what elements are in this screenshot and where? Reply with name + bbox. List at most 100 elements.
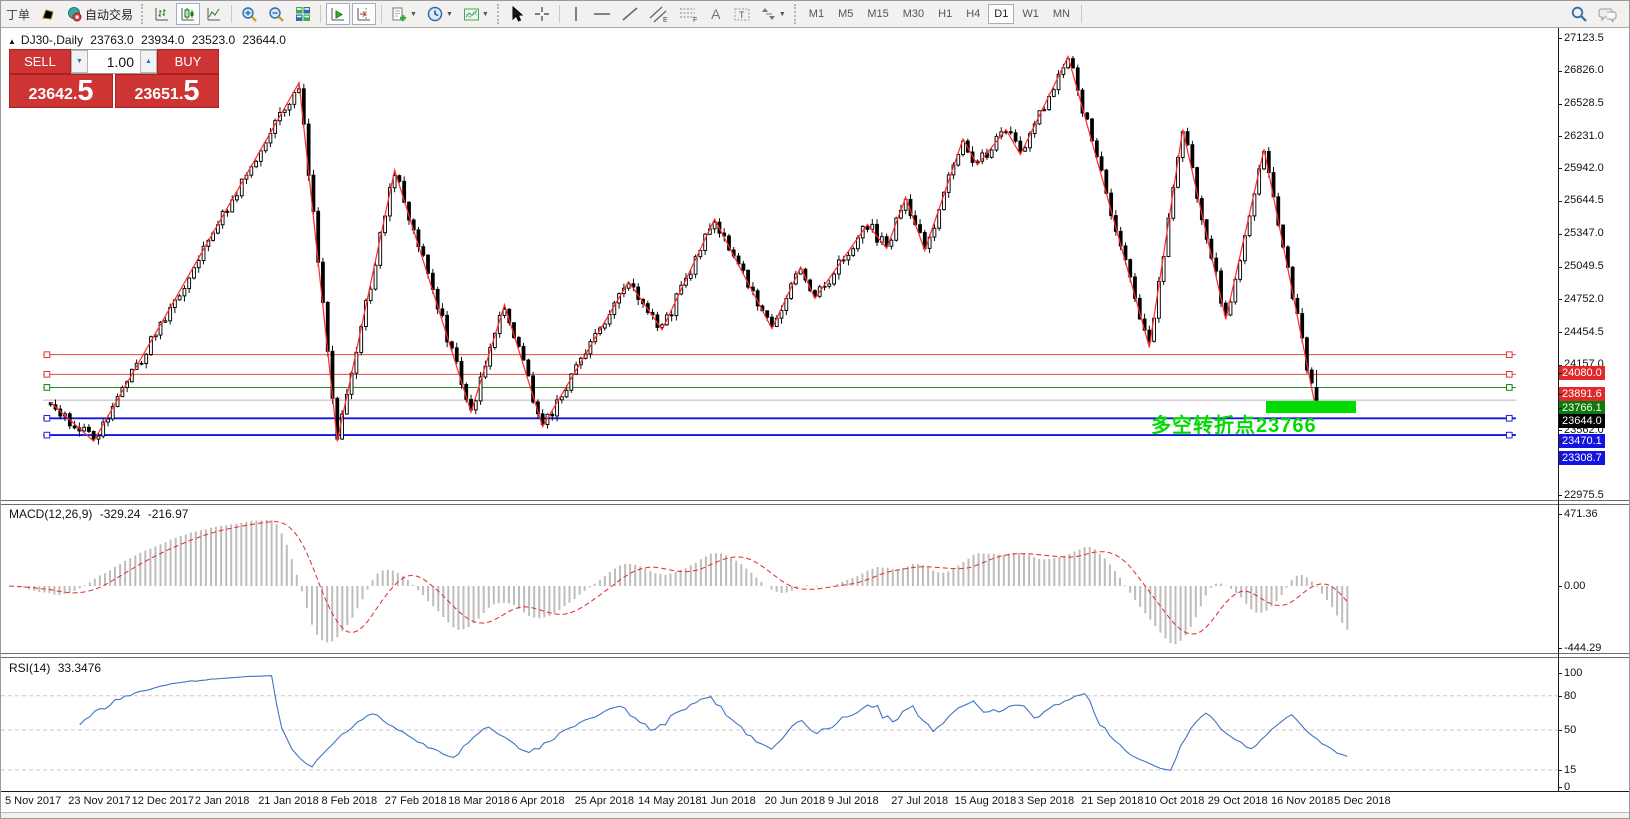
chart-shift-icon <box>357 8 371 21</box>
timeframe-H4[interactable]: H4 <box>966 8 981 20</box>
sell-button[interactable]: SELL <box>9 49 71 74</box>
sell-price-button[interactable]: 23642. 5 <box>9 74 113 108</box>
chat-button[interactable] <box>1594 3 1622 25</box>
autotrading-label: 自动交易 <box>85 7 134 22</box>
autotrading-icon <box>68 7 82 22</box>
date-tick-label: 10 Oct 2018 <box>1144 795 1205 807</box>
ohlc-open: 23763.0 <box>90 33 134 47</box>
timeframe-H1[interactable]: H1 <box>938 8 953 20</box>
volume-increase-button[interactable]: ▲ <box>140 50 157 73</box>
fibonacci-tool[interactable]: F <box>675 3 703 25</box>
timeframe-bar: M1 M5 M15 M30 H1 H4 D1 W1 MN <box>802 4 1077 24</box>
search-button[interactable] <box>1566 3 1592 25</box>
date-tick-label: 1 Jun 2018 <box>701 795 756 807</box>
panel-splitter[interactable] <box>1 500 1629 505</box>
axis-tick-mark <box>1558 136 1562 138</box>
periods-button[interactable]: ▼ <box>423 3 457 25</box>
timeframe-D1[interactable]: D1 <box>988 4 1015 24</box>
axis-tick-mark <box>1558 103 1562 105</box>
search-icon <box>1571 6 1587 22</box>
volume-value[interactable]: 1.00 <box>106 53 134 70</box>
trendline-tool[interactable] <box>617 3 643 25</box>
auto-scroll-button[interactable] <box>326 3 351 25</box>
macd-chart[interactable] <box>1 505 1558 653</box>
arrows-tool[interactable]: ▼ <box>757 3 790 25</box>
date-tick-label: 5 Dec 2018 <box>1334 795 1391 807</box>
arrows-icon <box>761 8 775 20</box>
buy-price-big: 5 <box>183 75 200 107</box>
level-price-label: 23891.6 <box>1559 387 1605 402</box>
axis-tick-label: 50 <box>1564 723 1577 736</box>
sell-price-main: 23642 <box>28 86 73 103</box>
axis-tick-mark <box>1558 168 1562 170</box>
axis-tick-label: 100 <box>1564 666 1583 679</box>
zoom-in-icon <box>242 6 257 22</box>
macd-name: MACD(12,26,9) <box>9 507 93 521</box>
text-label-tool[interactable]: T <box>729 3 755 25</box>
tile-windows-button[interactable] <box>291 3 315 25</box>
timeframe-W1[interactable]: W1 <box>1022 8 1039 20</box>
candlestick-chart-button[interactable] <box>176 3 201 25</box>
axis-tick-mark <box>1558 495 1562 497</box>
svg-text:F: F <box>693 17 697 23</box>
axis-tick-label: 80 <box>1564 689 1577 702</box>
date-tick-label: 12 Dec 2017 <box>131 795 194 807</box>
axis-tick-mark <box>1558 787 1562 788</box>
equidistant-channel-tool[interactable]: E <box>645 3 673 25</box>
toolbar-separator <box>1080 5 1082 23</box>
new-chart-button[interactable]: ▼ <box>387 3 421 25</box>
channel-icon: E <box>649 6 668 23</box>
dropdown-arrow-icon: ▼ <box>445 10 453 18</box>
autotrading-button[interactable]: 自动交易 <box>62 3 137 25</box>
history-icon[interactable] <box>36 3 60 25</box>
axis-tick-label: 25049.5 <box>1564 260 1604 273</box>
timeframe-M5[interactable]: M5 <box>838 8 854 20</box>
text-tool[interactable]: A <box>705 3 727 25</box>
date-tick-label: 27 Jul 2018 <box>891 795 949 807</box>
one-click-trading-panel: SELL ▼ 1.00 ▲ BUY 23642. 5 23651. 5 <box>9 49 219 108</box>
price-axis-line <box>1558 28 1559 791</box>
bar-chart-button[interactable] <box>150 3 174 25</box>
cursor-button[interactable] <box>506 3 528 25</box>
timeframe-M30[interactable]: M30 <box>902 8 925 20</box>
auto-scroll-icon <box>331 8 345 21</box>
horizontal-line-tool[interactable] <box>589 3 615 25</box>
ohlc-close: 23644.0 <box>242 33 286 47</box>
crosshair-button[interactable] <box>530 3 554 25</box>
timeframe-M15[interactable]: M15 <box>867 8 889 20</box>
dropdown-arrow-icon: ▼ <box>410 10 417 18</box>
main-chart[interactable] <box>1 28 1558 500</box>
sell-label: SELL <box>24 54 56 69</box>
vertical-line-tool[interactable] <box>565 3 587 25</box>
line-chart-button[interactable] <box>202 3 226 25</box>
cursor-icon <box>512 6 524 22</box>
axis-tick-mark <box>1558 299 1562 301</box>
new-order-button[interactable]: 丁单 <box>2 3 34 25</box>
buy-price-button[interactable]: 23651. 5 <box>115 74 219 108</box>
svg-text:T: T <box>739 10 745 20</box>
chart-shift-button[interactable] <box>352 3 377 25</box>
axis-tick-mark <box>1558 673 1562 674</box>
trendline-icon <box>622 7 638 21</box>
rsi-chart[interactable] <box>1 658 1558 791</box>
toolbar-separator <box>231 5 233 23</box>
dropdown-arrow-icon: ▼ <box>481 10 489 18</box>
trade-panel-divider <box>113 74 115 108</box>
toolbar-grip <box>141 4 146 24</box>
timeframe-MN[interactable]: MN <box>1052 8 1070 20</box>
zoom-in-button[interactable] <box>237 3 262 25</box>
candlestick-icon <box>181 8 195 21</box>
level-price-label: 23470.1 <box>1559 433 1605 448</box>
axis-tick-label: 27123.5 <box>1564 31 1604 44</box>
indicators-button[interactable]: ▼ <box>459 3 493 25</box>
volume-decrease-button[interactable]: ▼ <box>71 50 88 73</box>
date-tick-label: 5 Nov 2017 <box>5 795 62 807</box>
collapse-triangle-icon: ▲ <box>8 37 16 46</box>
panel-splitter[interactable] <box>1 653 1629 658</box>
buy-button[interactable]: BUY <box>157 49 219 74</box>
zoom-out-button[interactable] <box>264 3 289 25</box>
timeframe-M1[interactable]: M1 <box>808 8 825 20</box>
time-axis-line <box>1 791 1629 792</box>
level-price-label: 23308.7 <box>1559 451 1605 466</box>
